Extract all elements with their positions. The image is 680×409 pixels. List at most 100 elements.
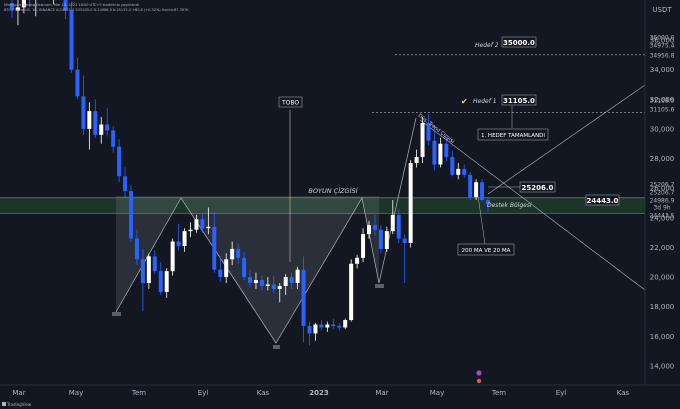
candle-down — [81, 96, 86, 129]
header-symbol: BTC / TetherUS, 1H, BINANCE A:24913.4 Y:… — [4, 8, 189, 12]
neckline-label: BOYUN ÇİZGİSİ — [308, 186, 357, 195]
candle-up — [343, 320, 348, 328]
price-label: 3d 9h — [653, 205, 670, 212]
candle-down — [236, 248, 241, 258]
support-value: 24443.0 — [587, 197, 619, 205]
candle-down — [337, 325, 342, 328]
candle-up — [361, 234, 366, 258]
rising-channel-line — [487, 84, 646, 195]
price-label: 25206.7 — [650, 182, 675, 189]
candle-down — [242, 257, 247, 278]
resistance-box — [519, 181, 556, 193]
price-tick: 34,000 — [650, 66, 675, 74]
price-tick: 16,000 — [650, 333, 675, 341]
header-info: Mixcrypto TradingView.com, Mar 15, 2023 … — [4, 3, 139, 7]
candle-down — [75, 69, 80, 97]
tradingview-logo-icon — [2, 402, 6, 406]
candle-up — [164, 271, 169, 292]
pivot-marker-right-shoulder — [375, 284, 384, 288]
candle-down — [480, 182, 485, 201]
candle-down — [123, 176, 128, 192]
candle-down — [432, 140, 437, 165]
tradingview-brand: TradingView — [6, 402, 32, 407]
support-zone-label: Destek Bölgesi — [487, 202, 532, 209]
resistance-value: 25206.0 — [522, 184, 554, 192]
event-icon — [476, 370, 482, 376]
candle-down — [259, 280, 264, 286]
price-label: 34975.4 — [650, 43, 675, 50]
candle-up — [224, 259, 229, 278]
time-tick: Eyl — [556, 389, 567, 397]
candle-down — [111, 130, 116, 147]
support-zone — [0, 197, 645, 214]
target2-value: 35000.0 — [503, 39, 535, 47]
candle-down — [152, 256, 157, 272]
candle-down — [462, 168, 467, 175]
candle-up — [182, 231, 187, 246]
price-label: 31105.6 — [650, 107, 675, 114]
candle-down — [134, 238, 139, 260]
candle-down — [378, 229, 383, 249]
candle-down — [10, 2, 14, 11]
candle-down — [486, 200, 490, 205]
time-tick: Kas — [617, 389, 630, 397]
candle-down — [248, 277, 252, 284]
target1-done-label: 1. HEDEF TAMAMLANDI — [481, 133, 545, 139]
candle-down — [301, 269, 306, 326]
candle-up — [295, 269, 300, 284]
price-label: 36000.0 — [650, 35, 675, 42]
candle-up — [325, 324, 330, 328]
candle-up — [188, 229, 193, 232]
ma-note-label: 200 MA VE 20 MA — [462, 248, 511, 254]
price-tick: 20,000 — [650, 274, 675, 282]
time-tick: Tem — [491, 389, 506, 397]
time-tick: Kas — [257, 389, 270, 397]
candle-down — [396, 214, 401, 239]
candle-up — [87, 111, 92, 129]
candle-down — [105, 124, 110, 131]
candle-up — [349, 263, 354, 321]
candle-up — [253, 280, 258, 284]
tobo-box — [278, 96, 303, 108]
candle-up — [230, 248, 235, 260]
pivot-marker-head — [273, 345, 280, 349]
target1-check-icon: ✔ — [461, 97, 468, 106]
price-tick: 26,000 — [650, 185, 675, 193]
candle-down — [307, 325, 312, 334]
candle-down — [117, 146, 122, 177]
price-label: 25206.7 — [650, 190, 675, 197]
time-tick: May — [69, 389, 83, 397]
candle-up — [265, 284, 270, 286]
price-tick: 30,000 — [650, 125, 675, 133]
ma-note-pointer — [477, 195, 486, 245]
target1-done-box — [477, 128, 549, 141]
candle-down — [426, 122, 431, 141]
price-tick: 28,000 — [650, 155, 675, 163]
candle-down — [218, 269, 223, 278]
candle-up — [146, 256, 151, 284]
price-label: 24986.9 — [650, 198, 675, 205]
target2-box — [501, 36, 537, 48]
candle-up — [313, 324, 318, 334]
price-label: 24443.5 — [650, 213, 675, 220]
price-label: 31118.5 — [650, 98, 675, 105]
candle-up — [15, 7, 20, 11]
candle-down — [289, 277, 294, 284]
candle-up — [355, 257, 360, 264]
candle-up — [384, 231, 389, 249]
price-tick: 32,000 — [650, 96, 675, 104]
target1-title: Hedef 1 — [473, 98, 497, 105]
tobo-pattern-fill — [116, 196, 379, 343]
time-tick: Mar — [12, 389, 25, 397]
target2-title: Hedef 2 — [475, 42, 499, 49]
candle-up — [438, 143, 443, 165]
price-tick: 14,000 — [650, 363, 675, 371]
candle-down — [158, 271, 163, 292]
target1-value: 31105.0 — [503, 97, 535, 105]
candle-down — [129, 191, 133, 239]
price-tick: 24,000 — [650, 214, 675, 222]
down-trend-line — [419, 119, 646, 291]
price-tick: 18,000 — [650, 303, 675, 311]
candle-down — [271, 284, 276, 289]
